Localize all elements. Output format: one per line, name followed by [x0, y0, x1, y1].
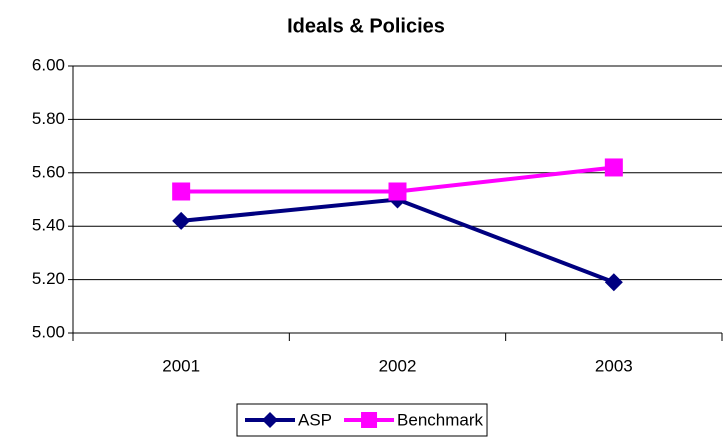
y-tick-label: 5.40: [32, 216, 65, 235]
legend-label: ASP: [298, 410, 332, 429]
data-point: [388, 182, 407, 201]
series-line: [180, 197, 615, 285]
legend-marker: [262, 412, 278, 428]
legend-marker: [361, 412, 378, 428]
x-tick-label: 2003: [595, 356, 633, 375]
y-tick-label: 6.00: [32, 55, 65, 74]
data-point: [172, 211, 191, 230]
legend-label: Benchmark: [397, 410, 483, 429]
data-point: [604, 273, 623, 292]
y-tick-label: 5.80: [32, 109, 65, 128]
data-point: [604, 158, 623, 177]
legend: ASP Benchmark: [236, 403, 488, 437]
x-tick-label: 2001: [162, 356, 200, 375]
y-tick-label: 5.00: [32, 322, 65, 341]
y-tick-label: 5.60: [32, 162, 65, 181]
y-tick-label: 5.20: [32, 269, 65, 288]
x-tick-label: 2002: [379, 356, 417, 375]
data-point: [172, 182, 191, 201]
chart-title: Ideals & Policies: [287, 15, 445, 37]
